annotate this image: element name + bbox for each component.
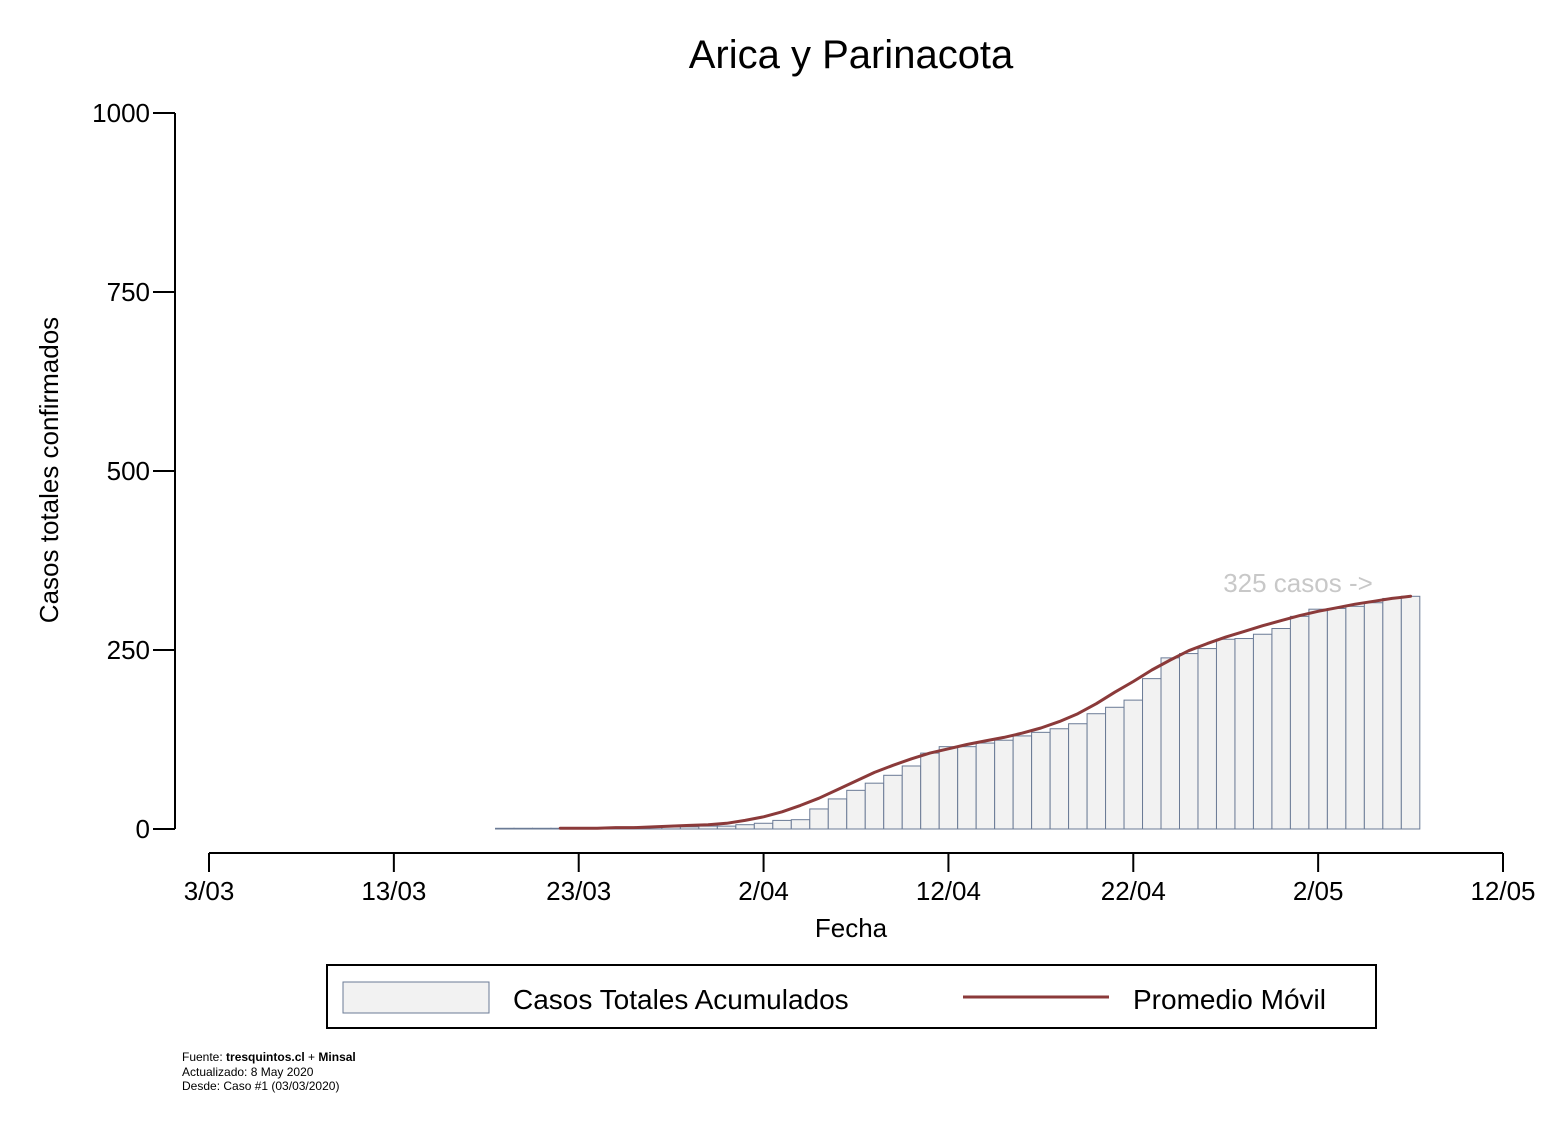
bar	[864, 782, 885, 830]
bar	[532, 827, 552, 830]
bar	[1160, 657, 1180, 830]
bar	[938, 746, 959, 830]
moving-average-line	[558, 594, 1413, 830]
bar	[772, 819, 792, 830]
x-tick-label: 12/05	[1470, 876, 1535, 906]
bar	[883, 774, 903, 830]
x-axis: 3/03 13/03 23/03 2/04 12/04 22/04 2/05 12/05	[184, 852, 1536, 906]
last-value-annotation: 325 casos ->	[1223, 568, 1373, 598]
chart-title: Arica y Parinacota	[689, 33, 1014, 77]
bar	[1382, 597, 1402, 830]
x-tick-label: 13/03	[361, 876, 426, 906]
bar	[1252, 633, 1273, 830]
bar	[1308, 608, 1328, 830]
bar	[735, 824, 755, 830]
bar	[1123, 699, 1144, 830]
bar	[790, 819, 811, 830]
bar	[1012, 735, 1033, 830]
bar-series	[495, 595, 1421, 830]
bar	[1326, 607, 1347, 830]
y-tick-label: 0	[136, 814, 150, 844]
legend-frame	[326, 964, 1377, 1029]
bar	[495, 827, 515, 830]
bar	[1289, 615, 1310, 830]
bar	[1068, 723, 1088, 830]
source-line: Fuente: tresquintos.cl + Minsal	[182, 1050, 356, 1065]
bar	[1142, 678, 1162, 830]
source-notes: Fuente: tresquintos.cl + Minsal Actualiz…	[182, 1050, 356, 1094]
source-prefix: Fuente:	[182, 1050, 227, 1064]
bar	[1105, 706, 1125, 830]
bar	[1271, 628, 1291, 830]
bar	[1363, 602, 1384, 830]
bar	[1049, 728, 1070, 830]
legend-bar-label: Casos Totales Acumulados	[513, 984, 849, 1015]
bar	[1400, 595, 1421, 830]
x-tick-label: 12/04	[916, 876, 981, 906]
y-tick-label: 500	[107, 456, 150, 486]
x-tick-label: 3/03	[184, 876, 235, 906]
x-tick-label: 2/05	[1293, 876, 1344, 906]
y-tick-label: 1000	[92, 98, 150, 128]
bar	[901, 765, 922, 830]
bar	[920, 752, 940, 830]
x-tick-label: 23/03	[546, 876, 611, 906]
bar	[1234, 638, 1254, 830]
moving-average-series	[558, 594, 1413, 830]
bar	[957, 746, 977, 830]
since-line: Desde: Caso #1 (03/03/2020)	[182, 1079, 340, 1093]
y-axis-label: Casos totales confirmados	[34, 317, 64, 623]
bar	[1031, 731, 1051, 830]
bar	[679, 826, 700, 830]
legend-bar-swatch	[342, 981, 490, 1014]
bar	[698, 825, 718, 830]
bar	[1179, 653, 1199, 830]
bar	[1345, 605, 1365, 830]
y-tick-label: 750	[107, 277, 150, 307]
source-minsal: Minsal	[318, 1050, 356, 1064]
y-tick-label: 250	[107, 635, 150, 665]
bar	[513, 827, 533, 830]
source-plus: +	[304, 1050, 319, 1064]
x-tick-label: 2/04	[738, 876, 789, 906]
bar	[994, 739, 1014, 830]
source-tresquintos: tresquintos.cl	[226, 1050, 305, 1064]
legend: Casos Totales Acumulados Promedio Móvil	[326, 964, 1377, 1029]
x-axis-label: Fecha	[815, 913, 888, 943]
y-axis: 0 250 500 750 1000	[92, 98, 176, 844]
bar	[809, 808, 829, 830]
legend-line-label: Promedio Móvil	[1133, 984, 1326, 1015]
bar	[827, 798, 848, 830]
bar	[846, 789, 866, 830]
bar	[753, 822, 774, 830]
bar	[1086, 713, 1107, 830]
bar	[1215, 638, 1236, 830]
x-tick-label: 22/04	[1101, 876, 1166, 906]
updated-line: Actualizado: 8 May 2020	[182, 1064, 314, 1079]
bar	[975, 742, 996, 830]
bar	[1197, 648, 1217, 830]
bar	[716, 825, 737, 830]
